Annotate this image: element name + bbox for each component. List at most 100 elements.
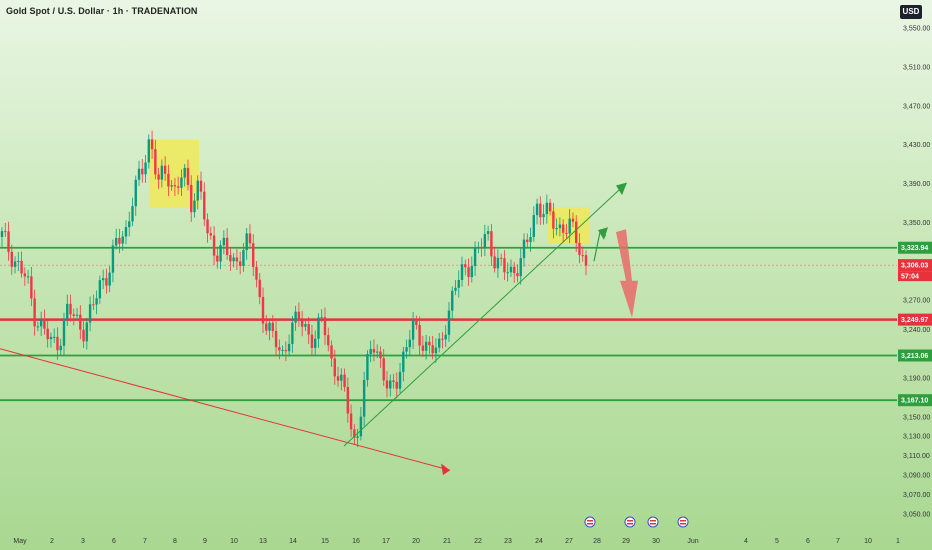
candle-body: [519, 258, 522, 277]
candle-body: [167, 173, 170, 187]
candle-body: [141, 168, 144, 175]
candle-body: [496, 257, 500, 269]
x-tick-label: 10: [864, 538, 872, 545]
candle-body: [79, 314, 82, 330]
uptrend-line: [343, 183, 627, 447]
candle-body: [43, 319, 46, 329]
candle-body: [137, 168, 141, 180]
candle-body: [379, 351, 382, 359]
price-level-badge: [898, 259, 932, 272]
candle-body: [287, 343, 291, 352]
candle-body: [206, 219, 209, 234]
price-level-badge: [898, 313, 932, 326]
candle-body: [330, 345, 333, 359]
x-tick-label: 16: [352, 538, 360, 545]
candle-body: [421, 345, 425, 351]
candle-body: [209, 233, 213, 236]
candle-body: [101, 278, 105, 281]
candle-body: [464, 264, 467, 268]
candle-body: [522, 239, 526, 259]
candle-body: [424, 341, 428, 351]
candle-body: [265, 323, 268, 331]
candle-body: [225, 237, 229, 256]
candle-body: [82, 329, 85, 342]
candle-body: [584, 255, 588, 266]
y-tick-label: 3,350.00: [903, 220, 930, 227]
x-tick-label: 6: [112, 538, 116, 545]
y-tick-label: 3,130.00: [903, 434, 930, 441]
x-tick-label: 8: [173, 538, 177, 545]
price-level-badge: [898, 349, 932, 362]
x-tick-label: 30: [652, 538, 660, 545]
candle-body: [235, 257, 239, 262]
candle-body: [545, 202, 549, 215]
candle-body: [238, 261, 242, 266]
price-level-label: 3,167.10: [901, 398, 928, 405]
event-icon-stripe: [680, 523, 686, 525]
candle-body: [258, 279, 261, 298]
candle-body: [294, 311, 297, 323]
candle-body: [124, 227, 128, 237]
candle-body: [428, 341, 431, 346]
candle-body: [555, 228, 558, 230]
candle-body: [310, 334, 314, 348]
candle-body: [340, 374, 343, 381]
candle-body: [114, 237, 118, 246]
y-tick-label: 3,390.00: [903, 181, 930, 188]
candle-body: [56, 336, 59, 351]
candle-body: [88, 304, 92, 323]
candle-body: [46, 328, 49, 340]
y-tick-label: 3,190.00: [903, 375, 930, 382]
price-level-label: 3,249.97: [901, 317, 928, 324]
candle-body: [470, 266, 474, 278]
candle-body: [398, 371, 402, 389]
candle-body: [490, 231, 493, 257]
candle-body: [333, 358, 336, 377]
x-tick-label: 2: [50, 538, 54, 545]
candle-body: [252, 243, 255, 267]
candle-body: [232, 257, 235, 262]
y-tick-label: 3,240.00: [903, 327, 930, 334]
candle-body: [307, 324, 310, 335]
candle-body: [542, 214, 545, 218]
candle-body: [147, 139, 151, 163]
candle-body: [437, 338, 441, 348]
y-tick-label: 3,050.00: [903, 512, 930, 519]
candle-body: [571, 218, 575, 222]
candle-body: [278, 347, 281, 351]
candle-body: [248, 233, 252, 244]
x-tick-label: 17: [382, 538, 390, 545]
candle-body: [366, 354, 369, 380]
currency-badge[interactable]: USD: [900, 5, 922, 19]
y-tick-label: 3,510.00: [903, 64, 930, 71]
candle-body: [336, 376, 340, 381]
candle-body: [480, 247, 483, 249]
price-level-label: 3,213.06: [901, 353, 928, 360]
candle-body: [176, 186, 180, 188]
candle-body: [483, 233, 487, 248]
price-level-label: 3,306.03: [901, 263, 928, 270]
candle-body: [268, 322, 271, 331]
candle-body: [180, 177, 183, 188]
candle-body: [196, 180, 199, 201]
candle-body: [150, 139, 154, 150]
downtrend-line: [0, 348, 451, 471]
event-icon-stripe: [650, 520, 656, 522]
price-level-label: 3,323.94: [901, 245, 928, 252]
uptrend-arrowhead: [616, 182, 627, 196]
candle-body: [128, 221, 131, 228]
candle-body: [343, 374, 346, 387]
candle-body: [59, 345, 62, 351]
candle-body: [36, 326, 40, 328]
x-tick-label: 14: [289, 538, 297, 545]
candle-body: [160, 165, 164, 180]
candle-body: [284, 349, 288, 352]
candle-body: [431, 345, 434, 354]
x-tick-label: 29: [622, 538, 630, 545]
event-icon: [647, 516, 659, 528]
candle-body: [49, 336, 53, 340]
x-tick-label: 1: [896, 538, 900, 545]
candle-body: [271, 322, 274, 331]
candle-body: [372, 348, 376, 353]
